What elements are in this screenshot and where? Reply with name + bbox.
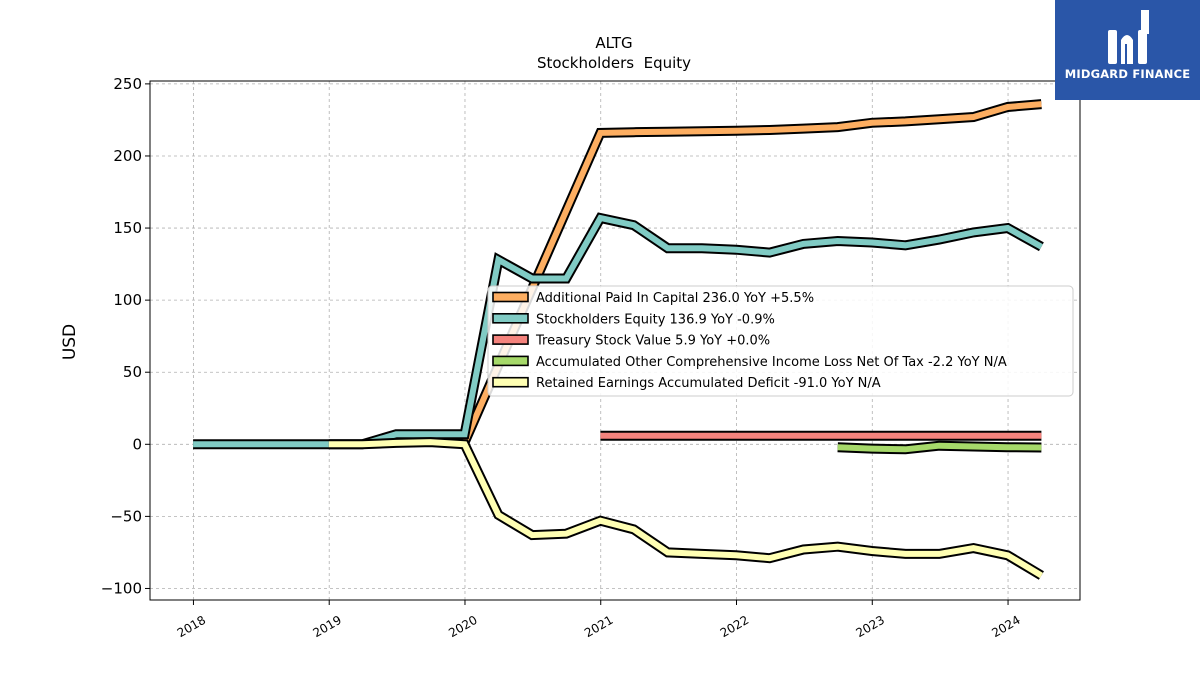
legend: Additional Paid In Capital 236.0 YoY +5.…: [487, 285, 1074, 397]
chart-title: ALTG: [595, 34, 632, 52]
x-tick-label: 2021: [582, 613, 615, 640]
legend-swatch: [492, 355, 529, 367]
legend-frame: [487, 285, 1074, 397]
legend-swatch: [492, 312, 529, 324]
series-line: [460, 99, 1042, 444]
legend-label: Stockholders Equity 136.9 YoY -0.9%: [536, 312, 775, 327]
y-tick-label: 200: [113, 147, 142, 165]
series-line: [837, 440, 1042, 455]
logo-text: MIDGARD FINANCE: [1064, 67, 1191, 81]
x-tick-label: 2022: [718, 613, 751, 640]
y-axis: 250 200 150 100 50 0 −50 −100: [101, 75, 150, 597]
legend-item: Stockholders Equity 136.9 YoY -0.9%: [492, 312, 775, 327]
y-tick-label: −50: [110, 507, 142, 525]
legend-swatch: [492, 291, 529, 303]
legend-item: Treasury Stock Value 5.9 YoY +0.0%: [492, 334, 770, 349]
series-line-fill: [462, 101, 1042, 443]
y-tick-label: 100: [113, 291, 142, 309]
series-line-fill: [328, 439, 1043, 579]
legend-label: Accumulated Other Comprehensive Income L…: [536, 355, 1007, 370]
legend-label: Treasury Stock Value 5.9 YoY +0.0%: [535, 334, 770, 349]
series-line: [328, 437, 1044, 580]
x-tick-label: 2020: [446, 613, 479, 640]
legend-label: Additional Paid In Capital 236.0 YoY +5.…: [536, 291, 814, 306]
chart-subtitle: Stockholders Equity: [537, 54, 691, 72]
y-tick-label: 50: [123, 363, 142, 381]
series-line-fill: [837, 442, 1042, 453]
y-tick-label: 150: [113, 219, 142, 237]
midgard-finance-logo: MIDGARD FINANCE: [1055, 0, 1200, 100]
legend-swatch: [492, 376, 529, 388]
y-axis-label: USD: [60, 324, 80, 360]
x-tick-label: 2019: [310, 613, 343, 640]
series-layer: [193, 99, 1044, 580]
legend-item: Accumulated Other Comprehensive Income L…: [492, 355, 1007, 370]
legend-swatch: [492, 334, 529, 345]
plot-frame: [149, 80, 1081, 601]
legend-label: Retained Earnings Accumulated Deficit -9…: [536, 376, 881, 391]
y-tick-label: 0: [132, 435, 142, 453]
x-tick-label: 2018: [175, 613, 208, 640]
series-line-fill: [193, 214, 1043, 448]
x-tick-label: 2023: [854, 613, 887, 640]
y-tick-label: 250: [113, 75, 142, 93]
x-tick-label: 2024: [989, 613, 1022, 640]
y-tick-label: −100: [101, 579, 142, 597]
legend-item: Retained Earnings Accumulated Deficit -9…: [492, 376, 881, 391]
x-axis: 2018 2019 2020 2021 2022 2023 2024: [175, 600, 1023, 640]
series-line: [193, 212, 1044, 450]
logo-mark-icon: [1108, 10, 1149, 64]
legend-item: Additional Paid In Capital 236.0 YoY +5.…: [492, 291, 814, 306]
